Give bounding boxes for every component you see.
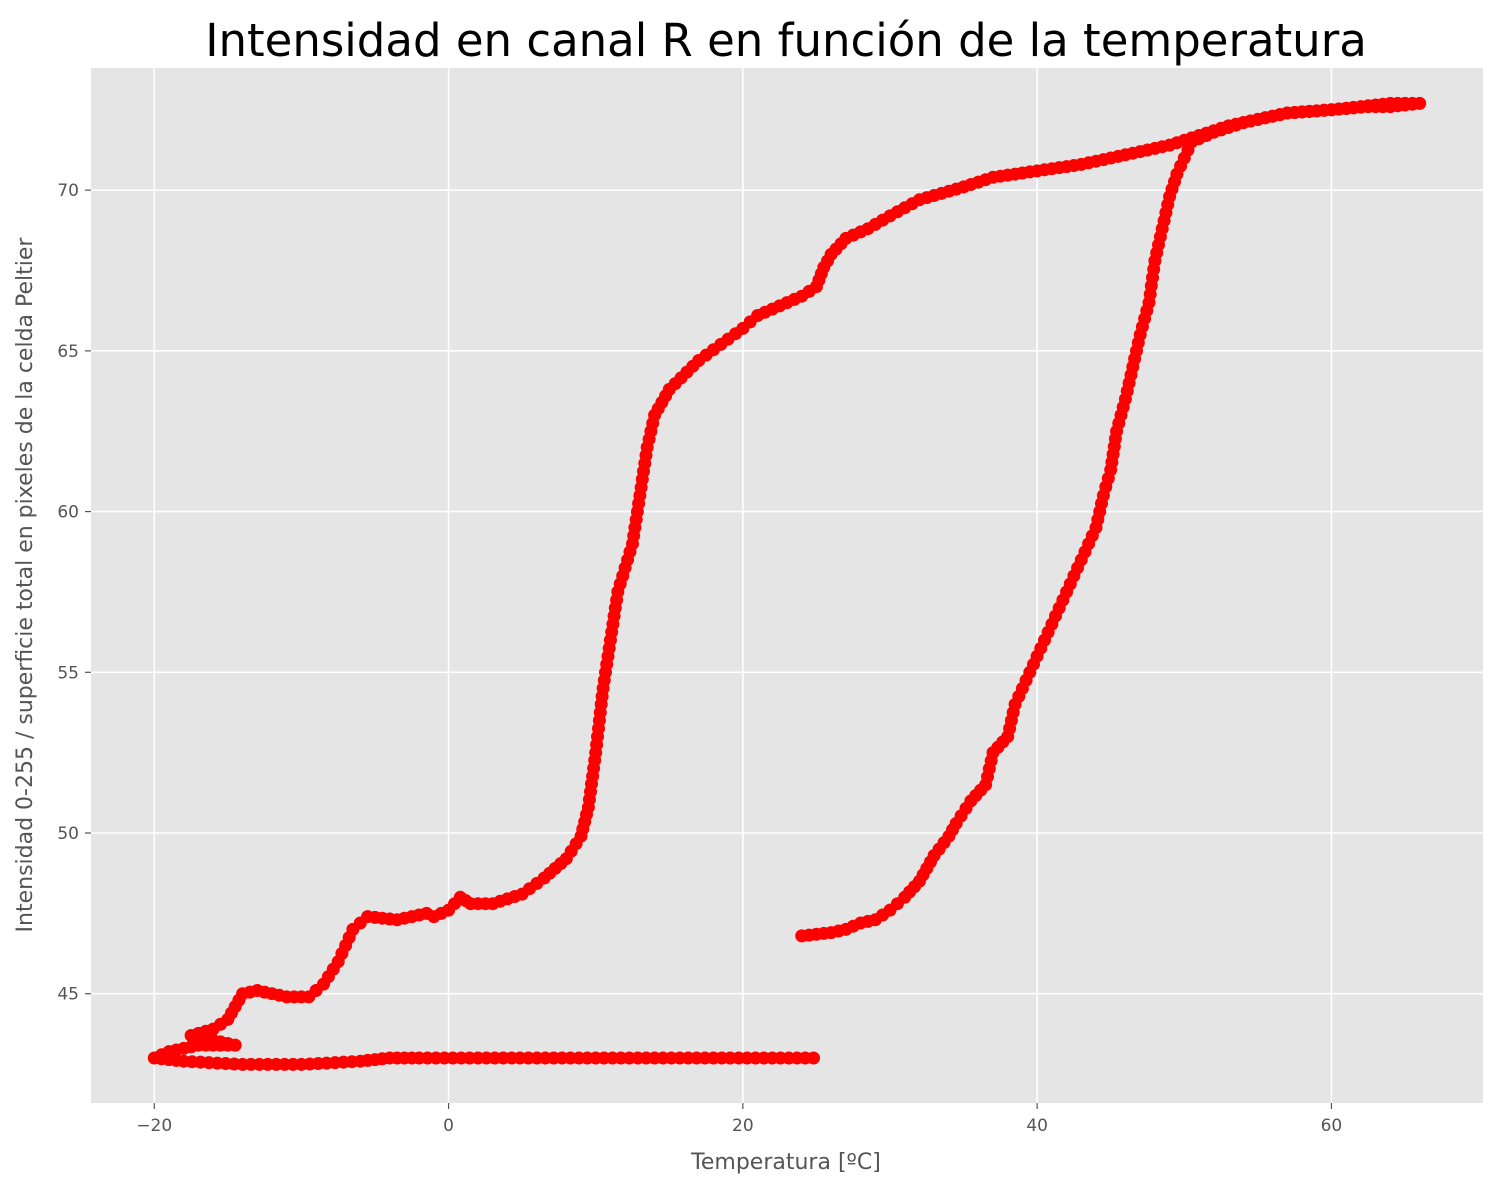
x-tick-label: 0 (443, 1116, 454, 1136)
x-tick-label: −20 (136, 1116, 172, 1136)
x-axis-label: Temperatura [ºC] (690, 1150, 881, 1175)
grid-lines (91, 68, 1483, 1103)
x-tick-label: 60 (1321, 1116, 1343, 1136)
tick-labels: −20 0 20 40 60 45 50 55 60 65 70 (57, 181, 1342, 1136)
y-axis-label: Intensidad 0-255 / superficie total en p… (13, 237, 38, 933)
y-tick-label: 65 (57, 342, 79, 362)
plot-background (91, 68, 1483, 1103)
y-tick-label: 70 (57, 181, 79, 201)
y-tick-label: 50 (57, 824, 79, 844)
y-tick-label: 60 (57, 503, 79, 523)
x-tick-label: 20 (732, 1116, 754, 1136)
y-tick-label: 55 (57, 663, 79, 683)
data-point (795, 929, 809, 943)
x-tick-label: 40 (1026, 1116, 1048, 1136)
data-points (147, 96, 1427, 1071)
y-tick-label: 45 (57, 985, 79, 1005)
chart-title: Intensidad en canal R en función de la t… (205, 14, 1367, 67)
